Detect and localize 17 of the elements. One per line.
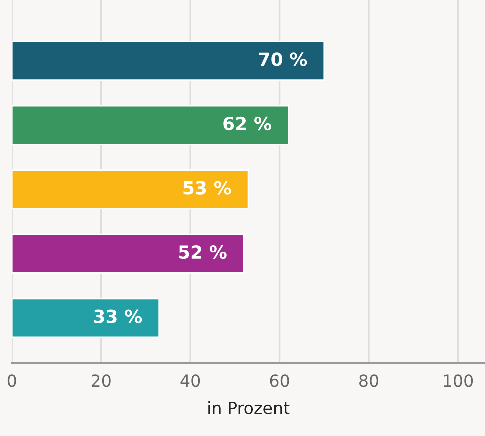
data-label: 33 % [94, 310, 142, 324]
bar [12, 298, 160, 338]
data-label: 53 % [184, 181, 232, 195]
bar [12, 41, 326, 82]
data-label: 62 % [224, 116, 272, 131]
data-label: 70 % [259, 52, 308, 66]
x-tick-label: 40 [180, 374, 200, 388]
bar [12, 170, 250, 210]
x-tick-label: 60 [270, 374, 290, 388]
x-tick-label: 20 [92, 374, 111, 388]
data-label: 52 % [179, 245, 227, 260]
x-tick-label: 100 [444, 374, 474, 388]
x-tick-label: 80 [360, 374, 379, 388]
bar [12, 105, 290, 146]
x-axis-title: in Prozent [208, 402, 290, 414]
x-tick-label: 0 [8, 374, 16, 388]
bar [12, 234, 245, 274]
